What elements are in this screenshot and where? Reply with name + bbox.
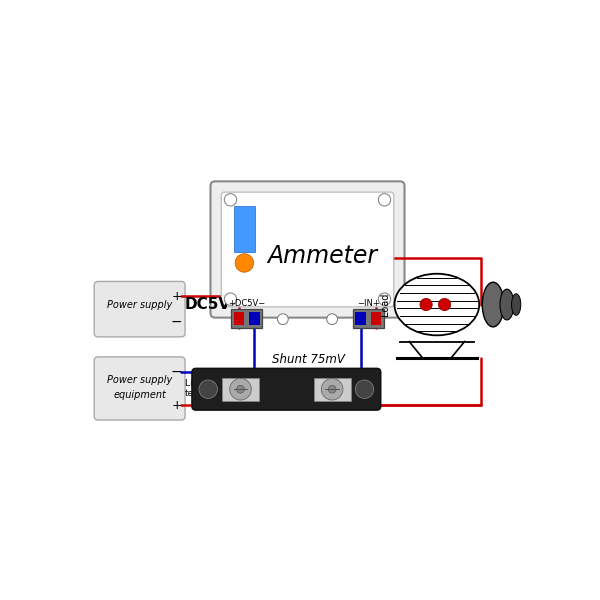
Bar [222,377,259,401]
FancyBboxPatch shape [231,309,262,328]
FancyBboxPatch shape [94,281,185,337]
FancyBboxPatch shape [211,181,404,317]
Text: +DC5V−: +DC5V− [228,299,265,308]
Text: Ammeter: Ammeter [267,244,377,268]
Circle shape [224,194,236,206]
Circle shape [235,254,254,272]
Text: +: + [171,399,182,412]
FancyBboxPatch shape [94,357,185,420]
Ellipse shape [500,289,514,320]
Bar [371,312,382,325]
Circle shape [277,314,288,325]
Ellipse shape [395,274,479,335]
Text: −IN+: −IN+ [357,299,380,308]
Circle shape [236,385,244,393]
Bar [233,312,244,325]
Circle shape [230,379,251,400]
FancyBboxPatch shape [192,368,380,410]
Circle shape [199,380,217,398]
Text: Power supply: Power supply [107,374,172,385]
Text: −: − [171,315,182,329]
Circle shape [355,380,374,398]
Circle shape [420,298,432,311]
Bar [355,312,366,325]
Circle shape [379,194,391,206]
FancyBboxPatch shape [353,309,384,328]
Circle shape [327,314,338,325]
Bar [314,377,350,401]
Ellipse shape [512,294,521,316]
Text: DC5V: DC5V [185,297,231,312]
Circle shape [322,379,343,400]
Circle shape [379,293,391,305]
Text: Load: Load [380,293,390,316]
FancyBboxPatch shape [221,192,394,307]
Text: +: + [171,290,182,302]
Text: Line under
test: Line under test [185,379,233,398]
Circle shape [439,298,451,311]
Circle shape [224,293,236,305]
Text: Shunt 75mV: Shunt 75mV [272,353,344,366]
Text: equipment: equipment [113,390,166,400]
Ellipse shape [482,282,504,327]
Bar [249,312,260,325]
Text: −: − [171,365,182,379]
Circle shape [328,385,336,393]
Text: Power supply: Power supply [107,301,172,310]
Bar [233,206,255,252]
